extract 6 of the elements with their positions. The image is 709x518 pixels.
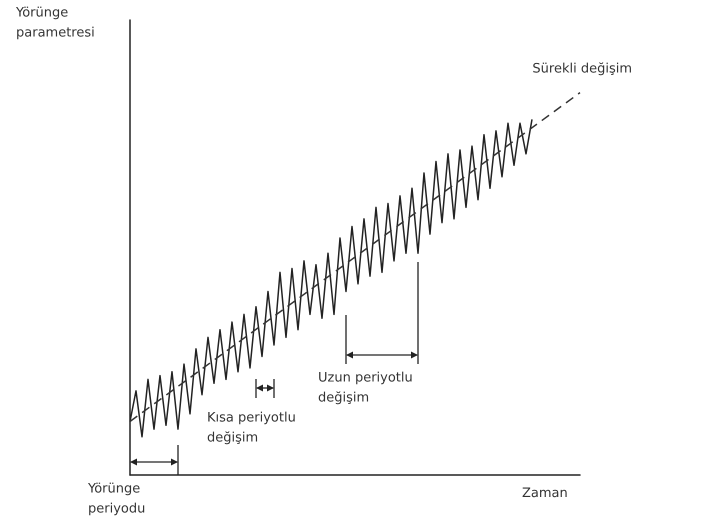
annotation: Uzun periyotlu değişim (318, 370, 417, 406)
annotation: Kısa periyotlu değişim (207, 410, 300, 446)
text: Yörünge periyodu (87, 482, 146, 516)
y-axis-title: Yörünge parametresi (15, 6, 95, 40)
series-label: Sürekli değişim (532, 62, 632, 77)
x-axis-title: Zaman (522, 486, 568, 501)
